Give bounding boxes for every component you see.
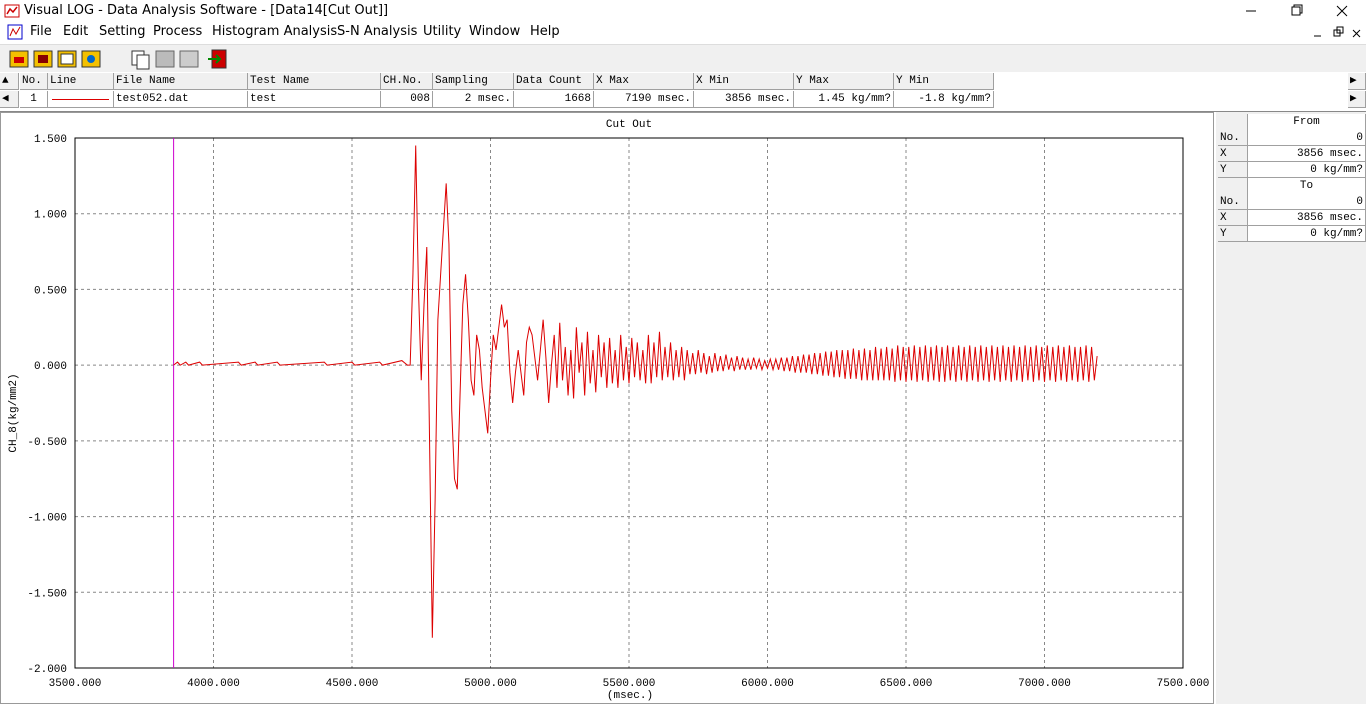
panel-corner <box>1218 114 1248 131</box>
table-cell: 1.45 kg/mm? <box>794 91 894 108</box>
x-tick-label: 7500.000 <box>1157 678 1210 690</box>
y-tick-label: 0.500 <box>34 285 67 297</box>
menu-item[interactable]: Utility <box>423 24 462 39</box>
data-table: ▲ ◀ ▶ ▶ No. Line File Name Test Name CH.No. S… <box>0 72 1366 112</box>
panel-label: No. <box>1218 130 1248 146</box>
toolbar-icons[interactable] <box>8 47 238 71</box>
y-tick-label: 0.000 <box>34 361 67 373</box>
x-tick-label: 7000.000 <box>1018 678 1071 690</box>
panel-label: Y <box>1218 162 1248 178</box>
panel-corner <box>1218 178 1248 195</box>
scroll-right-top[interactable]: ▶ <box>1348 73 1366 90</box>
chart: Cut Out 1.500 1.000 0.500 0.000 -0.500 -1.000 -… <box>8 119 1210 702</box>
x-axis-label: (msec.) <box>607 690 653 702</box>
column-header[interactable]: Sampling <box>433 73 514 90</box>
column-header[interactable]: Y Min <box>894 73 994 90</box>
table-cell: 3856 msec. <box>694 91 794 108</box>
column-header[interactable]: CH.No. <box>381 73 433 90</box>
menu-bar: File Edit Setting Process Histogram Analysis… <box>0 22 1366 43</box>
y-tick-label: 1.000 <box>34 210 67 222</box>
table-cell: test052.dat <box>114 91 248 108</box>
table-cell: test <box>248 91 381 108</box>
table-cell: 2 msec. <box>433 91 514 108</box>
scroll-right[interactable]: ▶ <box>1348 91 1366 108</box>
scroll-up[interactable]: ▲ <box>0 73 19 90</box>
scroll-left[interactable]: ◀ <box>0 91 19 108</box>
app-icon <box>4 4 20 18</box>
panel-label: X <box>1218 146 1248 162</box>
table-cell: 008 <box>381 91 433 108</box>
y-tick-label: -2.000 <box>27 664 67 676</box>
y-tick-label: -1.000 <box>27 513 67 525</box>
panel-value: 0 kg/mm? <box>1248 226 1366 242</box>
y-axis-label: CH_8(kg/mm2) <box>8 373 20 452</box>
panel-value: 0 kg/mm? <box>1248 162 1366 178</box>
menu-item[interactable]: Process <box>153 24 203 39</box>
menu-item[interactable]: Setting <box>99 24 146 39</box>
column-header[interactable]: No. <box>20 73 48 90</box>
x-tick-label: 4000.000 <box>187 678 240 690</box>
panel-label: No. <box>1218 194 1248 210</box>
line-swatch <box>52 99 109 100</box>
menu-item[interactable]: S-N Analysis <box>337 24 418 39</box>
table-cell: -1.8 kg/mm? <box>894 91 994 108</box>
cursor-panel: From No. 0 X 3856 msec. Y 0 kg/mm? To No. 0 X 3856 … <box>1216 112 1366 704</box>
menu-item[interactable]: File <box>30 24 52 39</box>
menu-item[interactable]: Help <box>530 24 560 39</box>
x-tick-label: 5500.000 <box>603 678 656 690</box>
toolbar <box>0 44 1366 72</box>
column-header[interactable]: Test Name <box>248 73 381 90</box>
window-title: Visual LOG - Data Analysis Software - [D… <box>24 3 389 18</box>
x-tick-label: 6500.000 <box>880 678 933 690</box>
table-cell: 7190 msec. <box>594 91 694 108</box>
panel-label: X <box>1218 210 1248 226</box>
column-header[interactable]: Y Max <box>794 73 894 90</box>
mdi-controls[interactable] <box>1310 25 1366 41</box>
window-controls[interactable] <box>1236 0 1366 22</box>
menu-item[interactable]: Histogram Analysis <box>212 24 338 39</box>
data-line <box>173 145 1098 638</box>
x-tick-label: 6000.000 <box>741 678 794 690</box>
column-header[interactable]: X Max <box>594 73 694 90</box>
table-cell: 1668 <box>514 91 594 108</box>
panel-header: From <box>1248 114 1366 131</box>
chart-pane: Cut Out 1.500 1.000 0.500 0.000 -0.500 -1.000 -… <box>0 112 1214 704</box>
y-tick-label: 1.500 <box>34 134 67 146</box>
doc-icon <box>7 24 23 40</box>
x-tick-label: 4500.000 <box>326 678 379 690</box>
y-tick-label: -0.500 <box>27 437 67 449</box>
column-header[interactable]: X Min <box>694 73 794 90</box>
table-cell: 1 <box>20 91 48 108</box>
line-sample <box>48 91 114 108</box>
column-header[interactable]: Line <box>48 73 114 90</box>
title-bar: Visual LOG - Data Analysis Software - [D… <box>0 0 1366 22</box>
y-tick-label: -1.500 <box>27 588 67 600</box>
menu-item[interactable]: Window <box>469 24 521 39</box>
panel-label: Y <box>1218 226 1248 242</box>
menu-item[interactable]: Edit <box>63 24 89 39</box>
plot-frame <box>74 137 1184 669</box>
panel-value: 3856 msec. <box>1248 146 1366 162</box>
panel-value: 0 <box>1248 194 1366 210</box>
column-header[interactable]: File Name <box>114 73 248 90</box>
column-header[interactable]: Data Count <box>514 73 594 90</box>
chart-title: Cut Out <box>606 119 652 131</box>
panel-value: 0 <box>1248 130 1366 146</box>
x-tick-label: 5000.000 <box>464 678 517 690</box>
panel-header: To <box>1248 178 1366 195</box>
x-tick-label: 3500.000 <box>49 678 102 690</box>
panel-value: 3856 msec. <box>1248 210 1366 226</box>
